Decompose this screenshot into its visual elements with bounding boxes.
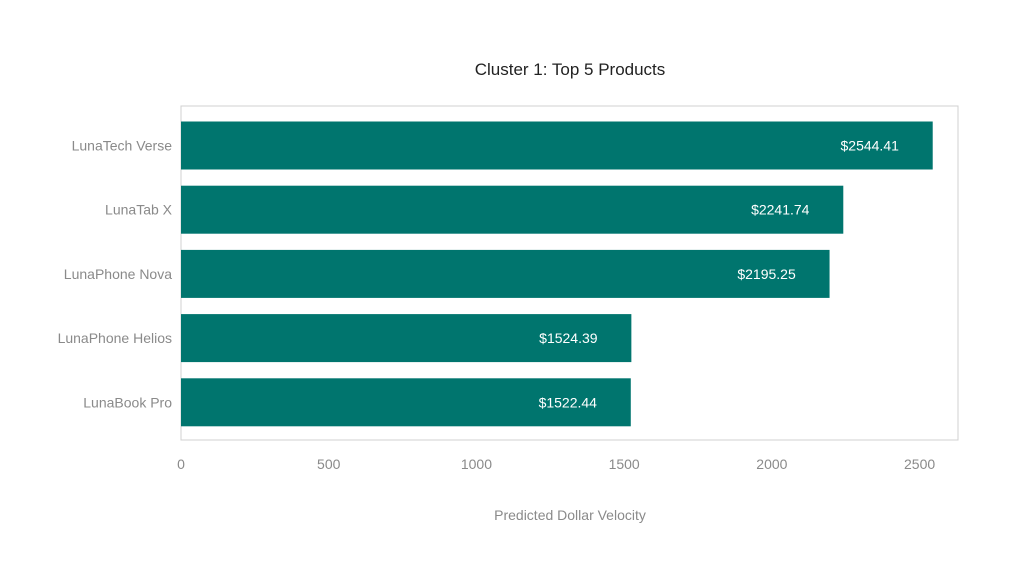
bar-value-label-2: $2195.25 [737,266,796,282]
category-label-2: LunaPhone Nova [64,266,172,282]
category-label-0: LunaTech Verse [72,138,173,154]
x-axis-title: Predicted Dollar Velocity [494,507,646,523]
bar-4 [181,378,631,427]
chart-title: Cluster 1: Top 5 Products [475,60,666,79]
x-tick-label-1: 500 [317,456,341,472]
bar-value-label-3: $1524.39 [539,330,598,346]
category-label-1: LunaTab X [105,202,173,218]
bars-group: $2544.41 $2241.74 $2195.25 $1524.39 $1522.44 [181,121,933,427]
x-tick-label-0: 0 [177,456,185,472]
x-tick-label-5: 2500 [904,456,935,472]
category-label-4: LunaBook Pro [83,394,172,410]
bar-value-label-1: $2241.74 [751,202,810,218]
bar-3 [181,314,632,363]
bar-2 [181,249,830,298]
bar-1 [181,185,844,234]
x-tick-label-2: 1000 [461,456,492,472]
x-tick-label-3: 1500 [609,456,640,472]
bar-value-label-0: $2544.41 [841,138,900,154]
x-tick-label-4: 2000 [756,456,787,472]
x-tick-labels-group: 0 500 1000 1500 2000 2500 [177,456,935,472]
category-label-3: LunaPhone Helios [58,330,172,346]
category-labels-group: LunaTech Verse LunaTab X LunaPhone Nova Lun… [58,138,173,411]
bar-0 [181,121,933,170]
bar-value-label-4: $1522.44 [539,394,598,410]
